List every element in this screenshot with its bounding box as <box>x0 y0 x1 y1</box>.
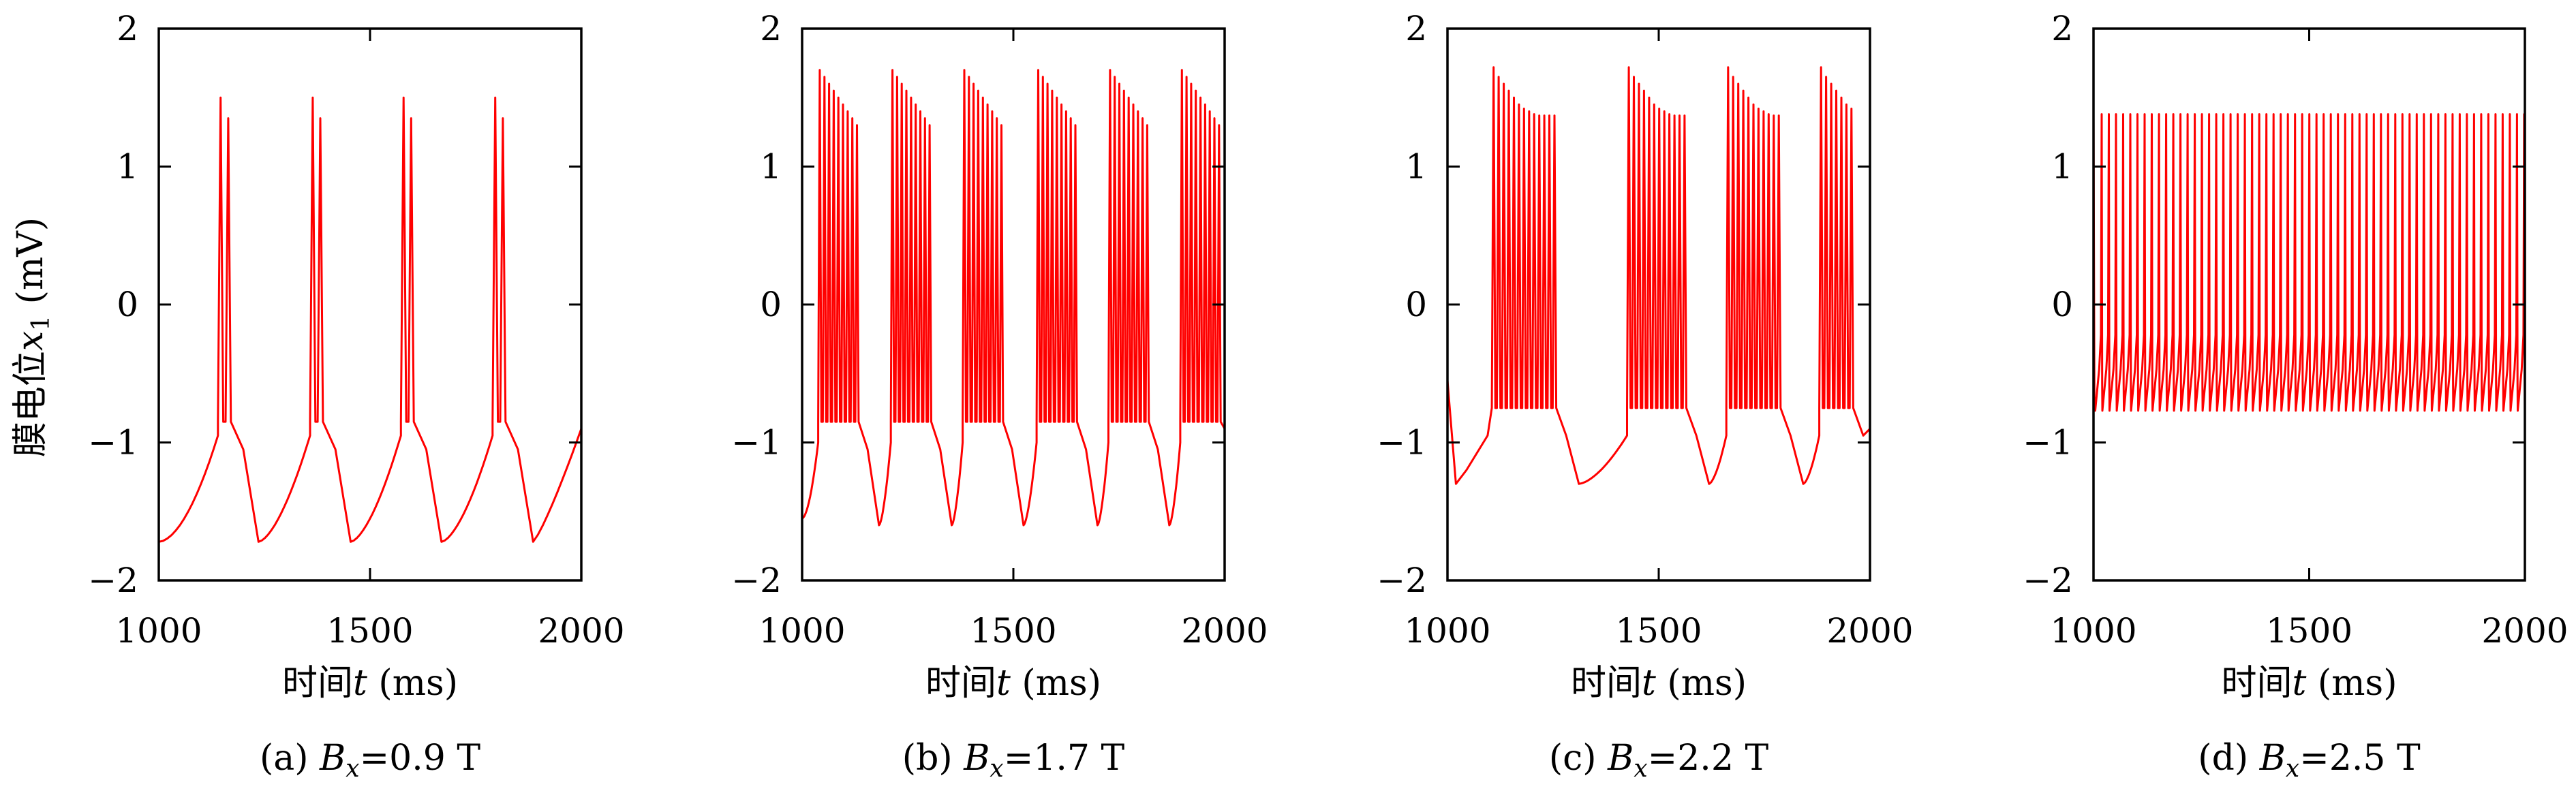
y-axis-label-text: 膜电位 <box>10 351 51 457</box>
x-tick-label: 1000 <box>758 611 845 651</box>
x-axis-label-text: 时间 <box>925 663 996 704</box>
series-line-membrane-potential <box>802 69 1225 527</box>
caption-sub: x <box>990 755 1003 783</box>
x-axis-label-text: 时间 <box>2221 663 2292 704</box>
y-tick-label: 0 <box>117 285 138 324</box>
x-tick-label: 1500 <box>1615 611 1702 651</box>
y-axis-label-var: x <box>10 331 51 351</box>
x-tick-label: 1500 <box>970 611 1056 651</box>
caption-prefix: (c) <box>1549 738 1608 779</box>
y-tick-label: −1 <box>2023 423 2073 463</box>
x-axis-label-var: t <box>2293 663 2307 704</box>
y-tick-label: 1 <box>2051 147 2073 187</box>
y-tick-label: 1 <box>1405 147 1427 187</box>
y-tick-label: 2 <box>2051 9 2073 48</box>
x-axis-label-unit: (ms) <box>1656 663 1747 704</box>
caption-var: B <box>319 738 346 779</box>
y-axis-label-sub: 1 <box>27 315 55 331</box>
caption-sub: x <box>346 755 359 783</box>
panel-a: −2 −1 0 1 2 1000 1500 2000 时间t (ms) (a) Bx=0.9 T <box>88 9 624 783</box>
x-tick-label: 1500 <box>326 611 413 651</box>
x-tick-label: 1000 <box>1404 611 1490 651</box>
caption-prefix: (d) <box>2198 738 2259 779</box>
x-axis-label: 时间t (ms) <box>925 663 1101 704</box>
plot-frame <box>801 27 1226 582</box>
panel-caption: (b) Bx=1.7 T <box>902 738 1125 783</box>
panel-caption: (a) Bx=0.9 T <box>260 738 480 783</box>
x-axis-label-var: t <box>996 663 1011 704</box>
y-tick-label: 2 <box>117 9 138 48</box>
y-tick-label: −1 <box>731 423 782 463</box>
caption-sub: x <box>1634 755 1647 783</box>
x-axis-label-unit: (ms) <box>1011 663 1101 704</box>
y-tick-label: −2 <box>88 561 138 600</box>
y-tick-label: 2 <box>1405 9 1427 48</box>
y-tick-label: −2 <box>731 561 782 600</box>
y-tick-label: 1 <box>760 147 782 187</box>
x-axis-label-var: t <box>353 663 367 704</box>
y-axis-label-unit: (mV) <box>10 217 51 315</box>
panel-c: −2 −1 0 1 2 1000 1500 2000 时间t (ms) (c) Bx=2.2 T <box>1377 9 1913 783</box>
y-tick-label: 1 <box>117 147 138 187</box>
caption-value: =1.7 T <box>1004 738 1125 779</box>
caption-var: B <box>1607 738 1634 779</box>
y-axis-label: 膜电位x1 (mV) <box>10 217 55 457</box>
y-tick-label: 2 <box>760 9 782 48</box>
caption-prefix: (b) <box>902 738 964 779</box>
y-tick-label: 0 <box>760 285 782 324</box>
series-line-membrane-potential <box>1447 66 1870 485</box>
x-axis-label: 时间t (ms) <box>1571 663 1747 704</box>
series-line-membrane-potential <box>2094 113 2525 412</box>
caption-value: =2.2 T <box>1648 738 1769 779</box>
panel-caption: (d) Bx=2.5 T <box>2198 738 2421 783</box>
caption-sub: x <box>2286 755 2299 783</box>
y-tick-label: 0 <box>2051 285 2073 324</box>
y-tick-label: −1 <box>1377 423 1427 463</box>
panel-d: −2 −1 0 1 2 1000 1500 2000 时间t (ms) (d) Bx=2.5 T <box>2023 9 2568 783</box>
x-axis-label: 时间t (ms) <box>282 663 458 704</box>
series-line-membrane-potential <box>159 96 581 543</box>
x-axis-label-var: t <box>1642 663 1656 704</box>
x-tick-label: 2000 <box>2481 611 2568 651</box>
x-axis-label-unit: (ms) <box>367 663 458 704</box>
x-tick-label: 1000 <box>115 611 202 651</box>
panel-caption: (c) Bx=2.2 T <box>1549 738 1769 783</box>
x-axis-label: 时间t (ms) <box>2221 663 2397 704</box>
panel-b: −2 −1 0 1 2 1000 1500 2000 时间t (ms) (b) Bx=1.7 T <box>731 9 1268 783</box>
x-tick-label: 1500 <box>2266 611 2352 651</box>
y-tick-label: 0 <box>1405 285 1427 324</box>
x-axis-label-text: 时间 <box>1571 663 1642 704</box>
x-tick-label: 2000 <box>1181 611 1268 651</box>
caption-prefix: (a) <box>260 738 320 779</box>
x-tick-label: 1000 <box>2050 611 2136 651</box>
caption-value: =0.9 T <box>360 738 481 779</box>
x-axis-label-unit: (ms) <box>2306 663 2397 704</box>
y-tick-label: −2 <box>1377 561 1427 600</box>
x-tick-label: 2000 <box>538 611 624 651</box>
caption-value: =2.5 T <box>2299 738 2421 779</box>
y-tick-label: −2 <box>2023 561 2073 600</box>
caption-var: B <box>2259 738 2286 779</box>
x-tick-label: 2000 <box>1826 611 1913 651</box>
y-tick-label: −1 <box>88 423 138 463</box>
caption-var: B <box>963 738 990 779</box>
x-axis-label-text: 时间 <box>282 663 353 704</box>
